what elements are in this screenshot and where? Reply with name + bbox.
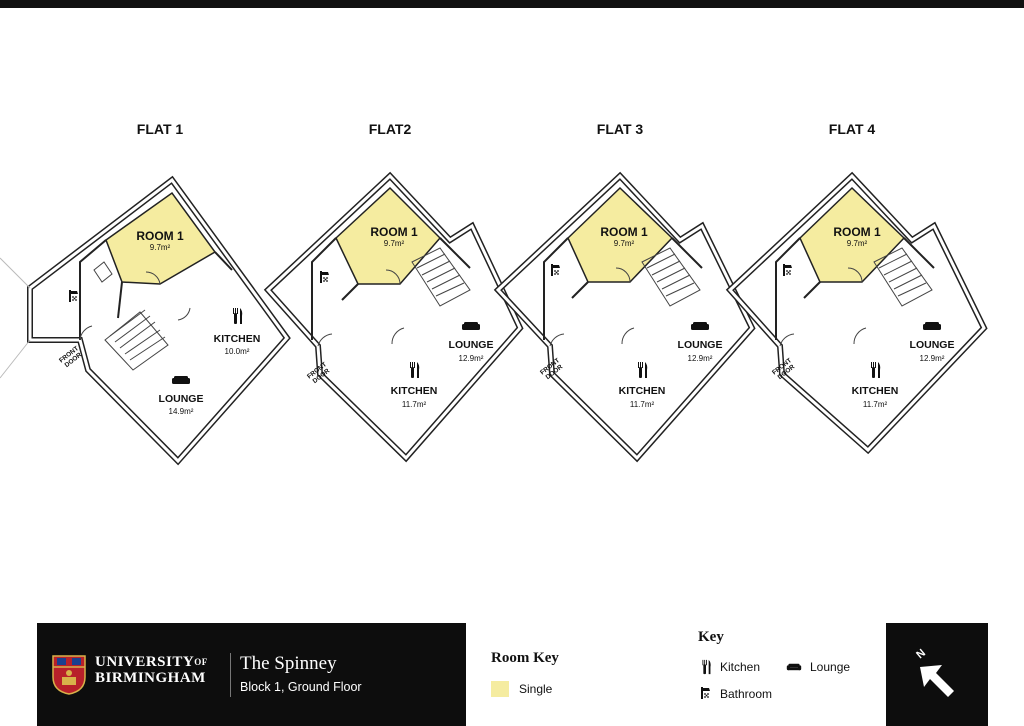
room-key-title: Room Key (491, 650, 559, 666)
floor-plan: FLAT 1 ROOM 1 9.7m² KITCHEN 10.0m² LOUNG… (0, 121, 988, 466)
key-title: Key (698, 629, 724, 645)
branding-panel: UNIVERSITYOF BIRMINGHAM The Spinney Bloc… (37, 623, 466, 726)
shower-icon (701, 687, 710, 699)
university-name: UNIVERSITYOF BIRMINGHAM (95, 654, 208, 686)
flat-3: FLAT 3 ROOM 1 9.7m² LOUNGE 12.9m² KITCHE… (493, 121, 756, 463)
lounge-label: LOUNGE (678, 339, 723, 351)
divider (230, 653, 231, 697)
flat-4: FLAT 4 ROOM 1 9.7m² LOUNGE 12.9m² KITCHE… (725, 121, 988, 455)
flat-title: FLAT 3 (597, 121, 644, 137)
lounge-area: 14.9m² (169, 407, 194, 416)
lounge-label: LOUNGE (910, 339, 955, 351)
top-border (0, 0, 1024, 8)
kitchen-area: 10.0m² (225, 347, 250, 356)
room-single (335, 186, 442, 285)
kitchen-label: KITCHEN (391, 385, 438, 397)
front-door-label: FRONT DOOR (771, 357, 796, 381)
lounge-area: 12.9m² (920, 354, 945, 363)
lounge-area: 12.9m² (459, 354, 484, 363)
floor-label: Block 1, Ground Floor (240, 680, 362, 694)
flat-title: FLAT2 (369, 121, 412, 137)
cutlery-icon (410, 362, 420, 378)
room-single (105, 191, 217, 285)
building-name: The Spinney (240, 653, 337, 674)
cutlery-icon (702, 659, 711, 675)
flat-2: FLAT2 ROOM 1 9.7m² LOUNGE 12.9m² KITCHEN… (263, 121, 524, 463)
key-lounge-label: Lounge (810, 660, 851, 674)
sofa-icon (786, 663, 802, 671)
room-area: 9.7m² (614, 239, 635, 248)
key-bathroom-label: Bathroom (720, 687, 773, 701)
north-panel: N (886, 623, 988, 726)
kitchen-area: 11.7m² (402, 400, 427, 409)
room-label: ROOM 1 (833, 225, 881, 239)
cutlery-icon (871, 362, 881, 378)
kitchen-area: 11.7m² (863, 400, 888, 409)
kitchen-label: KITCHEN (619, 385, 666, 397)
room-area: 9.7m² (150, 243, 171, 252)
single-room-label: Single (519, 682, 553, 696)
room-label: ROOM 1 (136, 229, 184, 243)
lounge-label: LOUNGE (159, 393, 204, 405)
sofa-icon (172, 376, 190, 384)
flat-1: FLAT 1 ROOM 1 9.7m² KITCHEN 10.0m² LOUNG… (0, 121, 291, 466)
single-room-swatch (491, 681, 509, 697)
kitchen-area: 11.7m² (630, 400, 655, 409)
sofa-icon (462, 322, 480, 330)
lounge-label: LOUNGE (449, 339, 494, 351)
shower-icon (783, 264, 792, 276)
room-label: ROOM 1 (600, 225, 648, 239)
kitchen-label: KITCHEN (214, 333, 261, 345)
north-arrow-icon: N (914, 647, 954, 697)
flat-title: FLAT 1 (137, 121, 184, 137)
room-single (799, 186, 906, 283)
footer: UNIVERSITYOF BIRMINGHAM The Spinney Bloc… (37, 623, 988, 726)
cutlery-icon (638, 362, 648, 378)
flat-title: FLAT 4 (829, 121, 876, 137)
room-single (567, 186, 674, 283)
legend-panel: Room Key Single Key Kitchen Lounge Bathr… (466, 623, 886, 726)
room-label: ROOM 1 (370, 225, 418, 239)
sofa-icon (923, 322, 941, 330)
shower-icon (69, 290, 78, 302)
shower-icon (320, 271, 329, 283)
room-area: 9.7m² (847, 239, 868, 248)
north-label: N (914, 647, 928, 661)
lounge-area: 12.9m² (688, 354, 713, 363)
sofa-icon (691, 322, 709, 330)
cutlery-icon (233, 308, 243, 324)
kitchen-label: KITCHEN (852, 385, 899, 397)
front-door-label: FRONT DOOR (539, 357, 564, 381)
shower-icon (551, 264, 560, 276)
university-crest-icon (52, 655, 86, 695)
room-area: 9.7m² (384, 239, 405, 248)
key-kitchen-label: Kitchen (720, 660, 761, 674)
